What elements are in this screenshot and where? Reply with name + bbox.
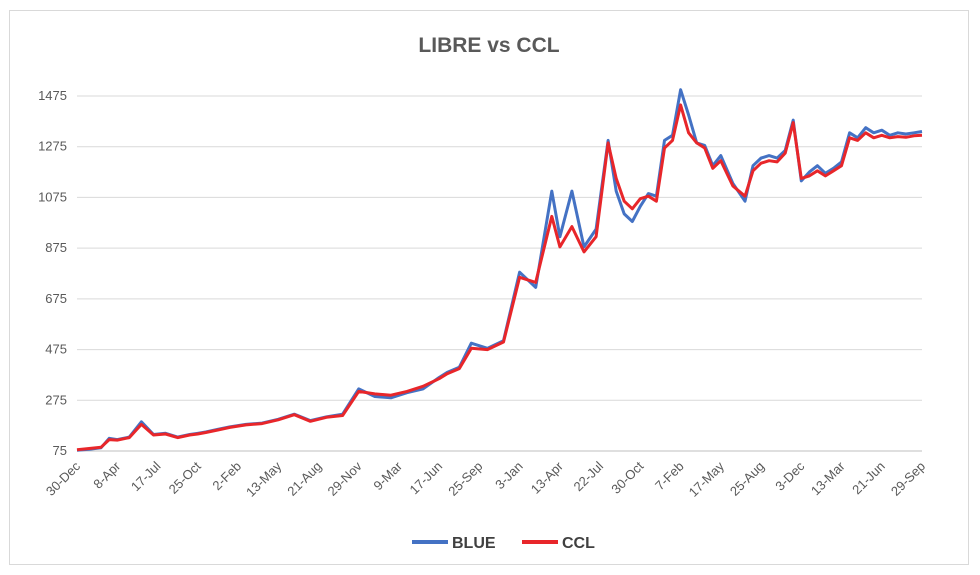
y-tick-label: 275	[45, 392, 67, 407]
y-axis-ticks: 75 275 475 675 875 1075 1275 1475	[38, 88, 67, 458]
x-tick-label: 7-Feb	[652, 459, 687, 494]
x-tick-label: 21-Jun	[849, 459, 888, 498]
x-tick-label: 29-Sep	[888, 459, 928, 499]
x-tick-label: 29-Nov	[325, 458, 366, 499]
chart-title: LIBRE vs CCL	[418, 34, 559, 57]
y-tick-label: 1075	[38, 189, 67, 204]
series-line-ccl	[76, 103, 923, 452]
y-tick-label: 675	[45, 291, 67, 306]
y-tick-label: 1475	[38, 88, 67, 103]
x-tick-label: 17-Jun	[407, 459, 446, 498]
series-lines	[76, 88, 923, 452]
x-tick-label: 9-Mar	[370, 458, 405, 493]
y-tick-label: 1275	[38, 139, 67, 154]
y-tick-label: 75	[53, 443, 67, 458]
x-tick-label: 3-Jan	[492, 459, 526, 493]
y-tick-label: 875	[45, 240, 67, 255]
x-tick-label: 21-Aug	[284, 459, 324, 499]
legend-label-ccl: CCL	[562, 535, 595, 552]
x-tick-label: 13-Mar	[808, 458, 848, 498]
x-tick-label: 8-Apr	[90, 458, 124, 492]
x-tick-label: 17-May	[686, 458, 728, 500]
y-tick-label: 475	[45, 342, 67, 357]
x-tick-label: 25-Sep	[445, 459, 485, 499]
x-tick-label: 3-Dec	[772, 458, 807, 493]
x-tick-label: 25-Aug	[727, 459, 767, 499]
gridlines	[77, 95, 922, 452]
legend: BLUE CCL	[412, 535, 595, 552]
x-tick-label: 17-Jul	[128, 458, 164, 494]
x-tick-label: 2-Feb	[209, 459, 244, 494]
x-tick-label: 13-May	[243, 458, 285, 500]
x-tick-label: 30-Dec	[43, 458, 84, 499]
x-tick-label: 30-Oct	[608, 458, 646, 496]
x-tick-label: 25-Oct	[166, 458, 204, 496]
x-tick-label: 13-Apr	[528, 458, 567, 497]
chart-frame	[9, 10, 969, 565]
legend-label-blue: BLUE	[452, 535, 496, 552]
x-tick-label: 22-Jul	[571, 458, 607, 494]
